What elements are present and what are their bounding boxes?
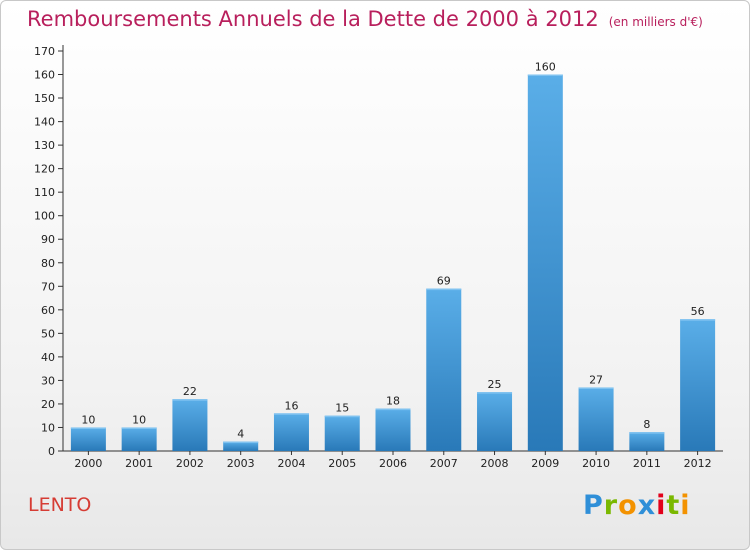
- y-tick-label: 60: [41, 304, 55, 317]
- bar-highlight: [527, 74, 563, 77]
- y-tick-label: 10: [41, 421, 55, 434]
- bar-highlight: [426, 288, 462, 291]
- data-label: 10: [81, 413, 95, 426]
- bar: [527, 74, 563, 451]
- x-tick-label: 2001: [125, 457, 153, 470]
- bar: [375, 408, 411, 451]
- logo-letter: i: [656, 490, 667, 521]
- bar-highlight: [375, 408, 411, 411]
- data-label: 25: [488, 378, 502, 391]
- bar: [223, 441, 259, 451]
- x-tick-label: 2000: [74, 457, 102, 470]
- chart-title: Remboursements Annuels de la Dette de 20…: [27, 7, 703, 31]
- logo-letter: o: [618, 490, 638, 521]
- x-tick-label: 2008: [481, 457, 509, 470]
- y-tick-label: 110: [34, 186, 55, 199]
- bar-highlight: [273, 413, 309, 415]
- logo-letter: P: [583, 490, 604, 521]
- bar-highlight: [172, 399, 208, 401]
- logo-letter: i: [680, 490, 691, 521]
- data-label: 10: [132, 413, 146, 426]
- x-tick-label: 2003: [227, 457, 255, 470]
- bar: [629, 432, 665, 451]
- data-label: 15: [335, 402, 349, 415]
- y-tick-label: 70: [41, 280, 55, 293]
- x-tick-label: 2002: [176, 457, 204, 470]
- y-tick-label: 100: [34, 210, 55, 223]
- bar: [680, 319, 716, 451]
- x-tick-label: 2011: [633, 457, 661, 470]
- x-tick-label: 2004: [277, 457, 305, 470]
- bar: [578, 387, 614, 451]
- bar-highlight: [680, 319, 716, 321]
- data-label: 69: [437, 275, 451, 288]
- y-tick-label: 160: [34, 69, 55, 82]
- unit-note: (en milliers d'€): [608, 15, 703, 29]
- bar: [172, 399, 208, 451]
- y-tick-label: 20: [41, 398, 55, 411]
- y-tick-label: 80: [41, 257, 55, 270]
- chart-title-text: Remboursements Annuels de la Dette de 20…: [27, 7, 599, 31]
- y-tick-label: 0: [48, 445, 55, 458]
- bar: [273, 413, 309, 451]
- bar: [477, 392, 513, 451]
- x-tick-label: 2010: [582, 457, 610, 470]
- y-tick-label: 120: [34, 163, 55, 176]
- data-label: 56: [691, 305, 705, 318]
- bar-highlight: [324, 415, 360, 418]
- data-label: 27: [589, 373, 603, 386]
- bar-highlight: [121, 427, 157, 429]
- bar-highlight: [629, 432, 665, 434]
- y-tick-label: 50: [41, 327, 55, 340]
- data-label: 16: [284, 399, 298, 412]
- x-tick-label: 2012: [684, 457, 712, 470]
- data-label: 4: [237, 428, 244, 441]
- y-tick-label: 40: [41, 351, 55, 364]
- x-tick-label: 2007: [430, 457, 458, 470]
- bar-highlight: [578, 387, 614, 389]
- logo-letter: x: [637, 490, 657, 521]
- y-tick-label: 170: [34, 45, 55, 58]
- commune-name: LENTO: [28, 494, 92, 516]
- logo-letter: t: [666, 490, 681, 521]
- y-tick-label: 140: [34, 116, 55, 129]
- bar: [324, 415, 360, 451]
- bar-highlight: [70, 427, 106, 429]
- bar-highlight: [223, 441, 259, 444]
- x-tick-label: 2009: [531, 457, 559, 470]
- bar: [70, 427, 106, 451]
- data-label: 8: [643, 418, 650, 431]
- logo-letter: r: [603, 490, 619, 521]
- y-tick-label: 90: [41, 233, 55, 246]
- y-tick-label: 30: [41, 374, 55, 387]
- x-tick-label: 2006: [379, 457, 407, 470]
- bar-highlight: [477, 392, 513, 394]
- y-tick-label: 150: [34, 92, 55, 105]
- proxiti-logo: Proxiti: [583, 490, 691, 521]
- data-label: 160: [535, 61, 556, 74]
- y-tick-label: 130: [34, 139, 55, 152]
- data-label: 18: [386, 395, 400, 408]
- bar: [121, 427, 157, 451]
- bar: [426, 288, 462, 451]
- data-label: 22: [183, 385, 197, 398]
- x-tick-label: 2005: [328, 457, 356, 470]
